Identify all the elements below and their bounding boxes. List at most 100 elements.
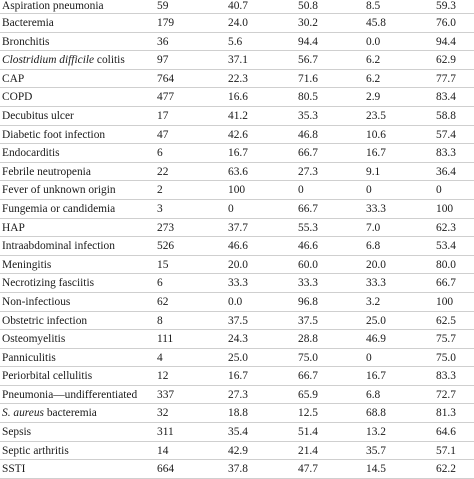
diagnosis-text: Decubitus ulcer (2, 109, 74, 122)
value-cell-4: 62.3 (436, 221, 456, 234)
count-cell: 6 (157, 277, 163, 290)
diagnosis-text: colitis (94, 54, 125, 67)
table-row: SSTI 664 37.8 47.7 14.5 62.2 (0, 460, 474, 479)
diagnosis-cell: Intraabdominal infection (2, 237, 115, 255)
value-cell-3: 3.2 (366, 295, 381, 308)
value-cell-2: 30.2 (298, 17, 318, 29)
value-cell-4: 58.8 (436, 109, 456, 122)
value-cell-4: 75.7 (436, 333, 456, 346)
diagnosis-text: Intraabdominal infection (2, 240, 115, 253)
table-row: Obstetric infection 8 37.5 37.5 25.0 62.5 (0, 312, 474, 331)
value-cell-3: 68.8 (366, 407, 386, 420)
count-cell: 17 (157, 109, 169, 122)
value-cell-1: 16.6 (228, 91, 248, 104)
value-cell-1: 42.6 (228, 128, 248, 141)
value-cell-4: 81.3 (436, 407, 456, 420)
value-cell-3: 13.2 (366, 426, 386, 439)
table-row: Fever of unknown origin 2 100 0 0 0 (0, 181, 474, 200)
value-cell-2: 66.7 (298, 202, 318, 215)
value-cell-3: 7.0 (366, 221, 381, 234)
diagnosis-text: CAP (2, 72, 25, 85)
diagnosis-text: Bacteremia (2, 17, 54, 29)
diagnosis-cell: S. aureus bacteremia (2, 404, 97, 422)
count-cell: 12 (157, 370, 169, 383)
value-cell-2: 0 (298, 184, 304, 197)
value-cell-4: 57.4 (436, 128, 456, 141)
table-row: Decubitus ulcer 17 41.2 35.3 23.5 58.8 (0, 107, 474, 126)
value-cell-3: 14.5 (366, 463, 386, 476)
diagnosis-cell: Fungemia or candidemia (2, 200, 115, 218)
diagnosis-text: SSTI (2, 463, 26, 476)
value-cell-1: 18.8 (228, 407, 248, 420)
diagnosis-text: bacteremia (43, 407, 97, 420)
diagnosis-cell: Bacteremia (2, 14, 54, 32)
value-cell-3: 9.1 (366, 165, 381, 178)
table-row: Non-infectious 62 0.0 96.8 3.2 100 (0, 293, 474, 312)
table-row: Sepsis 311 35.4 51.4 13.2 64.6 (0, 423, 474, 442)
value-cell-2: 37.5 (298, 314, 318, 327)
value-cell-3: 0.0 (366, 35, 381, 48)
value-cell-3: 25.0 (366, 314, 386, 327)
diagnosis-text: Septic arthritis (2, 444, 69, 457)
value-cell-4: 0 (436, 184, 442, 197)
diagnosis-cell: Periorbital cellulitis (2, 367, 92, 385)
value-cell-4: 100 (436, 202, 454, 215)
value-cell-4: 66.7 (436, 277, 456, 290)
value-cell-2: 94.4 (298, 35, 318, 48)
value-cell-1: 22.3 (228, 72, 248, 85)
value-cell-1: 37.8 (228, 463, 248, 476)
count-cell: 179 (157, 17, 175, 29)
table-row: Periorbital cellulitis 12 16.7 66.7 16.7 83.3 (0, 367, 474, 386)
value-cell-1: 100 (228, 184, 246, 197)
diagnosis-text: Diabetic foot infection (2, 128, 106, 141)
value-cell-4: 80.0 (436, 258, 456, 271)
value-cell-1: 0.0 (228, 295, 243, 308)
value-cell-2: 12.5 (298, 407, 318, 420)
count-cell: 664 (157, 463, 175, 476)
diagnosis-cell: Necrotizing fasciitis (2, 274, 94, 292)
value-cell-2: 66.7 (298, 147, 318, 160)
value-cell-1: 24.3 (228, 333, 248, 346)
value-cell-1: 40.7 (228, 0, 248, 12)
value-cell-2: 27.3 (298, 165, 318, 178)
count-cell: 311 (157, 426, 174, 439)
table-row: Bronchitis 36 5.6 94.4 0.0 94.4 (0, 33, 474, 52)
count-cell: 14 (157, 444, 169, 457)
diagnosis-cell: Pneumonia—undifferentiated (2, 386, 137, 404)
diagnosis-cell: Bronchitis (2, 33, 49, 51)
diagnosis-cell: Diabetic foot infection (2, 126, 105, 144)
value-cell-3: 46.9 (366, 333, 386, 346)
value-cell-3: 10.6 (366, 128, 386, 141)
diagnosis-text: HAP (2, 221, 25, 234)
value-cell-2: 60.0 (298, 258, 318, 271)
count-cell: 337 (157, 388, 175, 401)
value-cell-3: 20.0 (366, 258, 386, 271)
value-cell-1: 24.0 (228, 17, 248, 29)
value-cell-3: 2.9 (366, 91, 381, 104)
diagnosis-cell: COPD (2, 88, 32, 106)
table-row: Aspiration pneumonia 59 40.7 50.8 8.5 59.3 (0, 0, 474, 14)
value-cell-2: 56.7 (298, 54, 318, 67)
table-row: Fungemia or candidemia 3 0 66.7 33.3 100 (0, 200, 474, 219)
table-row: Endocarditis 6 16.7 66.7 16.7 83.3 (0, 144, 474, 163)
diagnosis-cell: Decubitus ulcer (2, 107, 74, 125)
diagnosis-italic-text: S. aureus (2, 407, 44, 420)
value-cell-4: 72.7 (436, 388, 456, 401)
diagnosis-cell: Clostridium difficile colitis (2, 51, 125, 69)
table-row: Febrile neutropenia 22 63.6 27.3 9.1 36.4 (0, 163, 474, 182)
value-cell-1: 16.7 (228, 370, 248, 383)
count-cell: 59 (157, 0, 169, 12)
value-cell-3: 0 (366, 351, 372, 364)
count-cell: 97 (157, 54, 169, 67)
count-cell: 4 (157, 351, 163, 364)
table-row: Pneumonia—undifferentiated 337 27.3 65.9 6.8… (0, 386, 474, 405)
value-cell-2: 28.8 (298, 333, 318, 346)
value-cell-2: 75.0 (298, 351, 318, 364)
diagnosis-cell: Endocarditis (2, 144, 60, 162)
value-cell-2: 80.5 (298, 91, 318, 104)
table-row: HAP 273 37.7 55.3 7.0 62.3 (0, 219, 474, 238)
value-cell-2: 21.4 (298, 444, 318, 457)
value-cell-1: 27.3 (228, 388, 248, 401)
value-cell-2: 46.6 (298, 240, 318, 253)
diagnosis-text: COPD (2, 91, 33, 104)
